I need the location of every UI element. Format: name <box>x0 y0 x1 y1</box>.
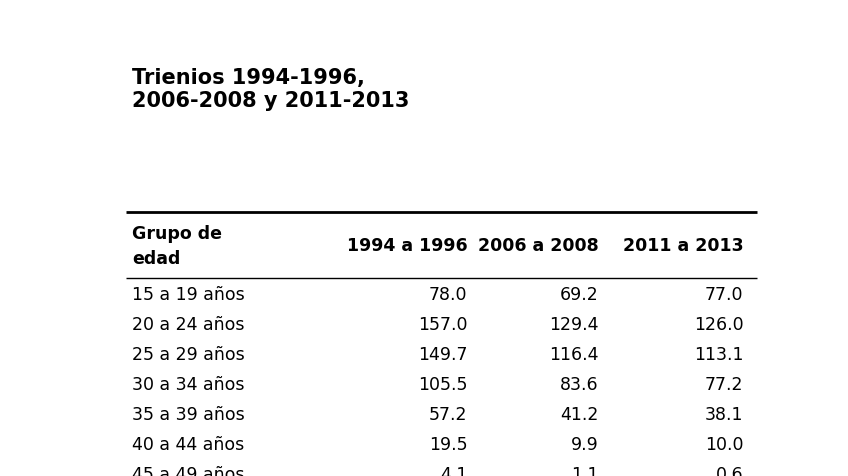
Text: 1.1: 1.1 <box>572 465 599 476</box>
Text: 4.1: 4.1 <box>440 465 467 476</box>
Text: 30 a 34 años: 30 a 34 años <box>132 375 245 393</box>
Text: 45 a 49 años: 45 a 49 años <box>132 465 245 476</box>
Text: 57.2: 57.2 <box>429 405 467 423</box>
Text: 20 a 24 años: 20 a 24 años <box>132 315 245 333</box>
Text: 69.2: 69.2 <box>561 285 599 303</box>
Text: 77.2: 77.2 <box>705 375 744 393</box>
Text: 126.0: 126.0 <box>694 315 744 333</box>
Text: 116.4: 116.4 <box>550 345 599 363</box>
Text: 1994 a 1996: 1994 a 1996 <box>347 237 467 255</box>
Text: 78.0: 78.0 <box>429 285 467 303</box>
Text: 19.5: 19.5 <box>429 435 467 453</box>
Text: 25 a 29 años: 25 a 29 años <box>132 345 245 363</box>
Text: 40 a 44 años: 40 a 44 años <box>132 435 244 453</box>
Text: 149.7: 149.7 <box>418 345 467 363</box>
Text: 77.0: 77.0 <box>705 285 744 303</box>
Text: 2011 a 2013: 2011 a 2013 <box>623 237 744 255</box>
Text: 41.2: 41.2 <box>561 405 599 423</box>
Text: 15 a 19 años: 15 a 19 años <box>132 285 245 303</box>
Text: 2006 a 2008: 2006 a 2008 <box>478 237 599 255</box>
Text: Trienios 1994-1996,
2006-2008 y 2011-2013: Trienios 1994-1996, 2006-2008 y 2011-201… <box>132 68 410 111</box>
Text: 38.1: 38.1 <box>705 405 744 423</box>
Text: 129.4: 129.4 <box>550 315 599 333</box>
Text: 113.1: 113.1 <box>694 345 744 363</box>
Text: 9.9: 9.9 <box>572 435 599 453</box>
Text: 83.6: 83.6 <box>561 375 599 393</box>
Text: 0.6: 0.6 <box>716 465 744 476</box>
Text: 10.0: 10.0 <box>705 435 744 453</box>
Text: 157.0: 157.0 <box>418 315 467 333</box>
Text: Grupo de
edad: Grupo de edad <box>132 224 222 268</box>
Text: 35 a 39 años: 35 a 39 años <box>132 405 245 423</box>
Text: 105.5: 105.5 <box>418 375 467 393</box>
